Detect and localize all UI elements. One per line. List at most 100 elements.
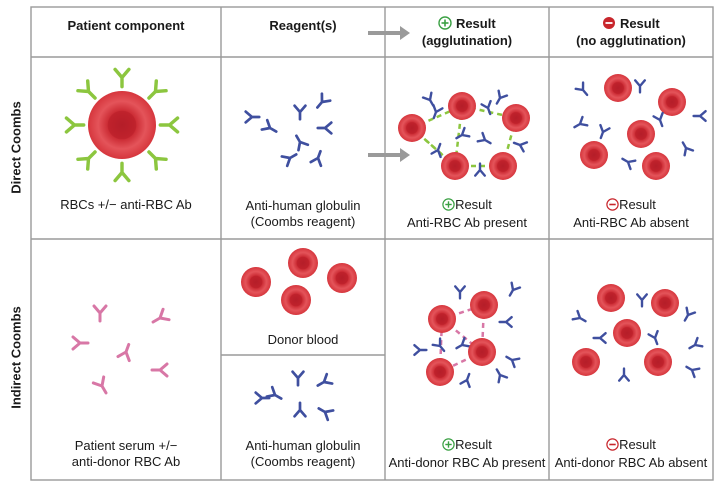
header-negative-result: Result (no agglutination): [549, 16, 713, 48]
anti-human-globulin-icon: [495, 368, 509, 384]
anti-donor-antibody-icon: [151, 307, 171, 324]
anti-rbc-antibody-icon: [113, 67, 131, 89]
header-patient-component: Patient component: [67, 18, 185, 33]
direct-negative-line2: Anti-RBC Ab absent: [573, 215, 689, 230]
coated-red-blood-cell-icon: [88, 91, 156, 159]
donor-red-blood-cell-icon: [327, 263, 357, 293]
indirect-reagent-caption: Anti-human globulin (Coombs reagent): [221, 438, 385, 470]
header-positive-result-label: Result: [455, 16, 496, 31]
anti-human-globulin-icon: [260, 118, 278, 133]
red-blood-cell-icon: [572, 348, 600, 376]
direct-negative-line1: Result: [619, 197, 656, 212]
anti-human-globulin-icon: [265, 385, 283, 400]
table-grid: [30, 6, 714, 481]
anti-human-globulin-icon: [291, 370, 305, 387]
anti-human-globulin-icon: [293, 104, 307, 121]
anti-donor-antibody-icon: [92, 304, 108, 323]
red-blood-cell-icon: [426, 358, 454, 386]
anti-human-globulin-icon: [254, 391, 271, 405]
anti-donor-antibody-icon: [150, 362, 169, 378]
red-blood-cell-icon: [428, 305, 456, 333]
red-blood-cell-icon: [604, 74, 632, 102]
anti-human-globulin-icon: [505, 355, 521, 369]
red-blood-cell-icon: [644, 348, 672, 376]
negative-symbol-icon: [602, 16, 616, 33]
anti-human-globulin-icon: [652, 111, 664, 128]
red-blood-cell-icon: [658, 88, 686, 116]
red-blood-cell-icon: [441, 152, 469, 180]
indirect-positive-line1: Result: [455, 437, 492, 452]
direct-patient-caption: RBCs +/− anti-RBC Ab: [60, 197, 192, 212]
anti-human-globulin-icon: [295, 134, 310, 152]
red-blood-cell-icon: [489, 152, 517, 180]
anti-human-globulin-icon: [573, 115, 589, 129]
row-label-direct: Direct Coombs: [8, 101, 24, 194]
red-blood-cell-icon: [580, 141, 608, 169]
indirect-negative-caption: Result Anti-donor RBC Ab absent: [549, 437, 713, 471]
red-blood-cell-icon: [651, 289, 679, 317]
anti-human-globulin-icon: [683, 306, 697, 322]
anti-rbc-antibody-icon: [113, 161, 131, 183]
red-blood-cell-icon: [502, 104, 530, 132]
anti-human-globulin-icon: [244, 110, 261, 124]
anti-human-globulin-icon: [421, 91, 435, 107]
indirect-patient-line1: Patient serum +/−: [74, 438, 178, 453]
indirect-reagent-line1: Anti-human globulin: [245, 438, 361, 453]
anti-human-globulin-icon: [455, 336, 471, 350]
anti-human-globulin-icon: [453, 285, 467, 300]
anti-rbc-antibody-icon: [158, 116, 180, 134]
red-blood-cell-icon: [470, 291, 498, 319]
indirect-patient-line2: anti-donor RBC Ab: [71, 454, 181, 469]
red-blood-cell-icon: [448, 92, 476, 120]
direct-negative-caption: Result Anti-RBC Ab absent: [549, 197, 713, 231]
indirect-negative-line2: Anti-donor RBC Ab absent: [554, 455, 708, 470]
anti-human-globulin-icon: [574, 81, 589, 97]
direct-positive-line1: Result: [455, 197, 492, 212]
flow-arrows: [368, 26, 410, 162]
anti-human-globulin-icon: [692, 109, 707, 123]
anti-human-globulin-icon: [498, 315, 513, 329]
anti-donor-antibody-icon: [116, 342, 131, 363]
positive-symbol-icon: [442, 198, 455, 215]
anti-human-globulin-icon: [633, 79, 647, 94]
direct-reagent-caption: Anti-human globulin (Coombs reagent): [221, 198, 385, 230]
anti-human-globulin-icon: [688, 336, 704, 350]
anti-human-globulin-icon: [617, 367, 631, 382]
anti-human-globulin-icon: [432, 103, 444, 120]
anti-human-globulin-icon: [459, 372, 471, 389]
anti-human-globulin-icon: [512, 141, 529, 153]
direct-positive-line2: Anti-RBC Ab present: [407, 215, 527, 230]
anti-human-globulin-icon: [316, 372, 334, 387]
donor-blood-caption: Donor blood: [267, 332, 339, 347]
anti-human-globulin-icon: [431, 337, 446, 353]
indirect-reagent-line2: (Coombs reagent): [250, 454, 356, 469]
anti-rbc-antibody-icon: [64, 116, 86, 134]
indirect-positive-line2: Anti-donor RBC Ab present: [388, 455, 546, 470]
red-blood-cell-icon: [597, 284, 625, 312]
red-blood-cell-icon: [642, 152, 670, 180]
anti-human-globulin-icon: [599, 123, 611, 140]
anti-human-globulin-icon: [476, 131, 492, 145]
anti-donor-antibody-icon: [91, 375, 108, 395]
anti-human-globulin-icon: [621, 157, 637, 171]
anti-human-globulin-icon: [480, 99, 492, 116]
header-negative-result-label: Result: [619, 16, 660, 31]
anti-rbc-antibody-icon: [147, 79, 168, 100]
anti-human-globulin-icon: [681, 141, 695, 157]
negative-symbol-icon: [606, 198, 619, 215]
anti-human-globulin-icon: [309, 149, 323, 168]
header-positive-result: Result (agglutination): [385, 16, 549, 48]
direct-reagent-line2: (Coombs reagent): [250, 214, 356, 229]
anti-human-globulin-icon: [293, 401, 307, 418]
anti-human-globulin-icon: [413, 343, 428, 357]
red-blood-cell-icon: [627, 120, 655, 148]
header-negative-result-sub: (no agglutination): [576, 33, 686, 48]
donor-red-blood-cell-icon: [241, 267, 271, 297]
anti-human-globulin-icon: [647, 329, 659, 346]
header-reagents: Reagent(s): [269, 18, 337, 33]
indirect-patient-caption: Patient serum +/− anti-donor RBC Ab: [31, 438, 221, 470]
anti-rbc-antibody-icon: [147, 150, 168, 171]
anti-human-globulin-icon: [635, 293, 649, 308]
anti-human-globulin-icon: [508, 281, 522, 297]
